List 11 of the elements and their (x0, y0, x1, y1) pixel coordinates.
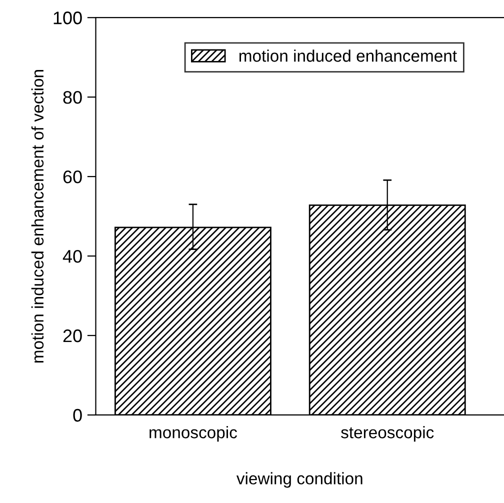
x-tick-label: monoscopic (150, 426, 237, 442)
x-axis-title: viewing condition (236, 472, 362, 488)
y-tick-label: 0 (73, 408, 82, 422)
y-tick-label: 60 (63, 170, 82, 184)
y-tick-label: 80 (63, 91, 82, 104)
y-tick-label: 20 (63, 329, 82, 342)
y-tick-label: 100 (54, 12, 82, 24)
y-tick-label: 40 (62, 250, 82, 263)
legend-label: motion induced enhancement (239, 50, 457, 62)
y-axis-title: motion induced enhancement of vection (31, 70, 44, 362)
x-tick-label: stereoscopic (341, 426, 434, 442)
